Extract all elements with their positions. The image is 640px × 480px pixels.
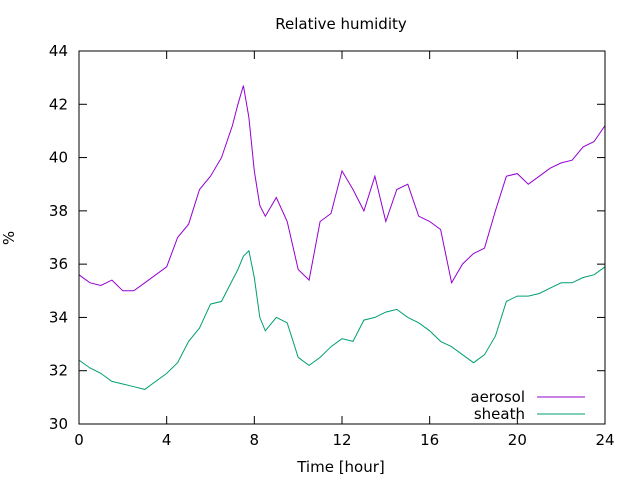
y-tick-label: 30 xyxy=(49,415,68,433)
x-axis-label: Time [hour] xyxy=(296,458,385,476)
x-tick-label: 8 xyxy=(250,431,260,449)
x-tick-label: 12 xyxy=(332,431,351,449)
y-tick-label: 34 xyxy=(49,308,68,326)
series-line-aerosol xyxy=(78,85,606,292)
y-tick-label: 32 xyxy=(49,362,68,380)
series-line-sheath xyxy=(78,249,606,390)
plot-frame xyxy=(78,50,606,425)
chart-title: Relative humidity xyxy=(275,15,407,33)
legend-label-aerosol: aerosol xyxy=(470,388,525,406)
y-tick-label: 42 xyxy=(49,95,68,113)
y-tick-label: 44 xyxy=(49,42,68,60)
plot-area xyxy=(78,85,606,390)
x-tick-label: 16 xyxy=(420,431,439,449)
x-tick-label: 24 xyxy=(595,431,614,449)
y-tick-label: 36 xyxy=(49,255,68,273)
x-tick-label: 0 xyxy=(74,431,84,449)
y-tick-label: 40 xyxy=(49,149,68,167)
legend-label-sheath: sheath xyxy=(474,405,525,423)
x-tick-label: 4 xyxy=(162,431,172,449)
y-tick-label: 38 xyxy=(49,202,68,220)
y-axis-label: % xyxy=(0,231,18,245)
axis-ticks: 0 4 8 12 16 20 24 30 32 34 36 38 40 42 44 xyxy=(49,42,615,449)
x-tick-label: 20 xyxy=(508,431,527,449)
